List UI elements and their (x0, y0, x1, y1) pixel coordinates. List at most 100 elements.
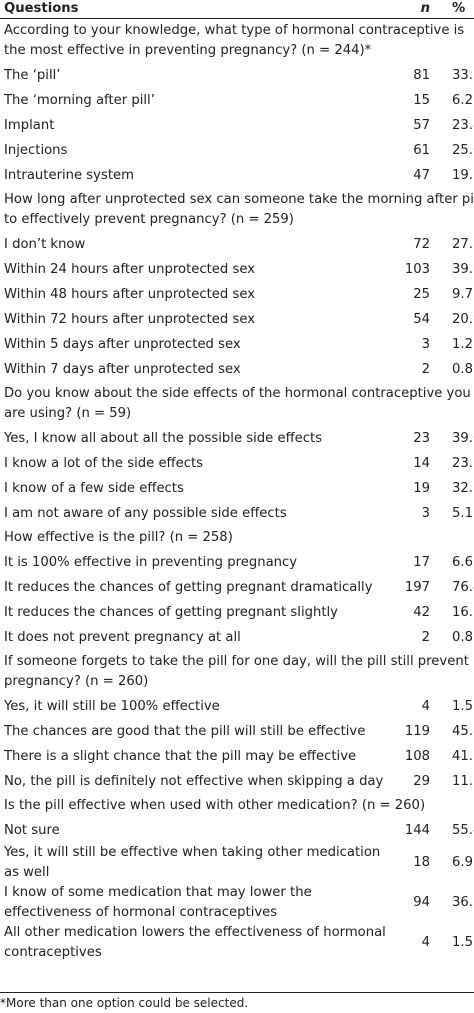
answer-n: 54 (413, 311, 430, 327)
answer-text: Within 48 hours after unprotected sex (4, 286, 256, 302)
answer-text: Yes, it will still be effective when tak… (4, 845, 381, 880)
answer-n: 119 (404, 723, 430, 739)
question-row: If someone forgets to take the pill for … (0, 650, 474, 694)
answer-text: I know a lot of the side effects (4, 455, 204, 471)
answer-text: It reduces the chances of getting pregna… (4, 604, 338, 620)
answer-text: It reduces the chances of getting pregna… (4, 579, 373, 595)
answer-text: The chances are good that the pill will … (4, 723, 366, 739)
answer-text: Within 24 hours after unprotected sex (4, 261, 256, 277)
answer-text: No, the pill is definitely not effective… (4, 773, 384, 789)
header-pct: % (434, 0, 474, 19)
question-text: Is the pill effective when used with oth… (4, 798, 426, 813)
answer-row: The ‘morning after pill’ 15 6.2 (0, 88, 474, 113)
answer-n: 197 (404, 579, 430, 595)
answer-pct: 36.2 (452, 895, 474, 910)
answer-text: Within 72 hours after unprotected sex (4, 311, 256, 327)
answer-row: I don’t know 72 27.8 (0, 232, 474, 257)
answer-text: Not sure (4, 822, 60, 838)
answer-row: I know a lot of the side effects 14 23.7 (0, 451, 474, 476)
question-text: If someone forgets to take the pill for … (4, 654, 469, 689)
question-row: Is the pill effective when used with oth… (0, 794, 474, 818)
answer-n: 17 (413, 554, 430, 570)
answer-pct: 6.9 (452, 855, 473, 870)
answer-text: Intrauterine system (4, 167, 134, 183)
answer-row: Intrauterine system 47 19.3 (0, 163, 474, 188)
answer-n: 81 (413, 67, 430, 83)
answer-n: 19 (413, 480, 430, 496)
answer-text: It is 100% effective in preventing pregn… (4, 554, 298, 570)
answer-pct: 41.5 (452, 748, 474, 764)
answer-text: The ‘morning after pill’ (4, 92, 155, 108)
answer-text: Implant (4, 117, 55, 133)
answer-pct: 1.2 (452, 336, 473, 352)
answer-row: Within 72 hours after unprotected sex 54 2… (0, 307, 474, 332)
answer-text: I know of a few side effects (4, 480, 184, 496)
answer-n: 103 (404, 261, 430, 277)
answer-n: 144 (404, 822, 430, 838)
answer-pct: 39.0 (452, 430, 474, 446)
answer-text: I don’t know (4, 236, 86, 252)
header-question: Questions (0, 0, 392, 19)
answer-row: The ‘pill’ 81 33.2 (0, 63, 474, 88)
answer-pct: 20.9 (452, 311, 474, 327)
question-row: According to your knowledge, what type o… (0, 19, 474, 64)
footnote: *More than one option could be selected. (0, 992, 474, 1010)
answer-pct: 39.8 (452, 261, 474, 277)
answer-text: Within 5 days after unprotected sex (4, 336, 241, 352)
answer-row: Implant 57 23.4 (0, 113, 474, 138)
answer-n: 29 (413, 773, 430, 789)
answer-text: All other medication lowers the effectiv… (4, 925, 386, 960)
answer-text: Yes, it will still be 100% effective (4, 698, 220, 714)
header-n: n (392, 0, 434, 19)
answer-row: No, the pill is definitely not effective… (0, 769, 474, 794)
answer-n: 18 (413, 855, 430, 870)
answer-n: 3 (421, 505, 430, 521)
answer-n: 4 (421, 698, 430, 714)
answer-row: Injections 61 25.0 (0, 138, 474, 163)
answer-n: 3 (421, 336, 430, 352)
answer-n: 4 (421, 935, 430, 950)
answer-n: 25 (413, 286, 430, 302)
answer-text: It does not prevent pregnancy at all (4, 629, 241, 645)
answer-pct: 32.2 (452, 480, 474, 496)
answer-pct: 9.7 (452, 286, 473, 302)
question-row: Do you know about the side effects of th… (0, 382, 474, 426)
answer-row: I know of a few side effects 19 32.2 (0, 476, 474, 501)
answer-row: I know of some medication that may lower… (0, 883, 474, 923)
answer-n: 108 (404, 748, 430, 764)
answer-text: Yes, I know all about all the possible s… (4, 430, 323, 446)
header-row: Questions n % (0, 0, 474, 19)
answer-pct: 23.4 (452, 117, 474, 133)
survey-table: Questions n % According to your knowledg… (0, 0, 474, 960)
answer-n: 57 (413, 117, 430, 133)
answer-pct: 11.2 (452, 773, 474, 789)
answer-n: 94 (413, 895, 430, 910)
answer-row: It reduces the chances of getting pregna… (0, 575, 474, 600)
answer-n: 72 (413, 236, 430, 252)
answer-pct: 6.2 (452, 92, 473, 108)
answer-pct: 25.0 (452, 142, 474, 158)
answer-pct: 16.3 (452, 604, 474, 620)
answer-n: 14 (413, 455, 430, 471)
answer-row: I am not aware of any possible side effe… (0, 501, 474, 526)
answer-row: Yes, it will still be effective when tak… (0, 843, 474, 883)
answer-pct: 23.7 (452, 455, 474, 471)
answer-pct: 5.1 (452, 505, 473, 521)
question-text: Do you know about the side effects of th… (4, 386, 471, 421)
answer-pct: 55.4 (452, 822, 474, 838)
answer-text: Within 7 days after unprotected sex (4, 361, 241, 377)
answer-pct: 1.5 (452, 935, 473, 950)
answer-text: The ‘pill’ (4, 67, 61, 83)
question-row: How effective is the pill? (n = 258) (0, 526, 474, 550)
answer-row: The chances are good that the pill will … (0, 719, 474, 744)
answer-pct: 33.2 (452, 67, 474, 83)
answer-n: 2 (421, 361, 430, 377)
answer-row: Within 5 days after unprotected sex 3 1.2 (0, 332, 474, 357)
answer-pct: 1.5 (452, 698, 473, 714)
answer-pct: 19.3 (452, 167, 474, 183)
answer-n: 61 (413, 142, 430, 158)
answer-text: Injections (4, 142, 68, 158)
answer-row: There is a slight chance that the pill m… (0, 744, 474, 769)
answer-pct: 0.8 (452, 361, 473, 377)
answer-n: 2 (421, 629, 430, 645)
